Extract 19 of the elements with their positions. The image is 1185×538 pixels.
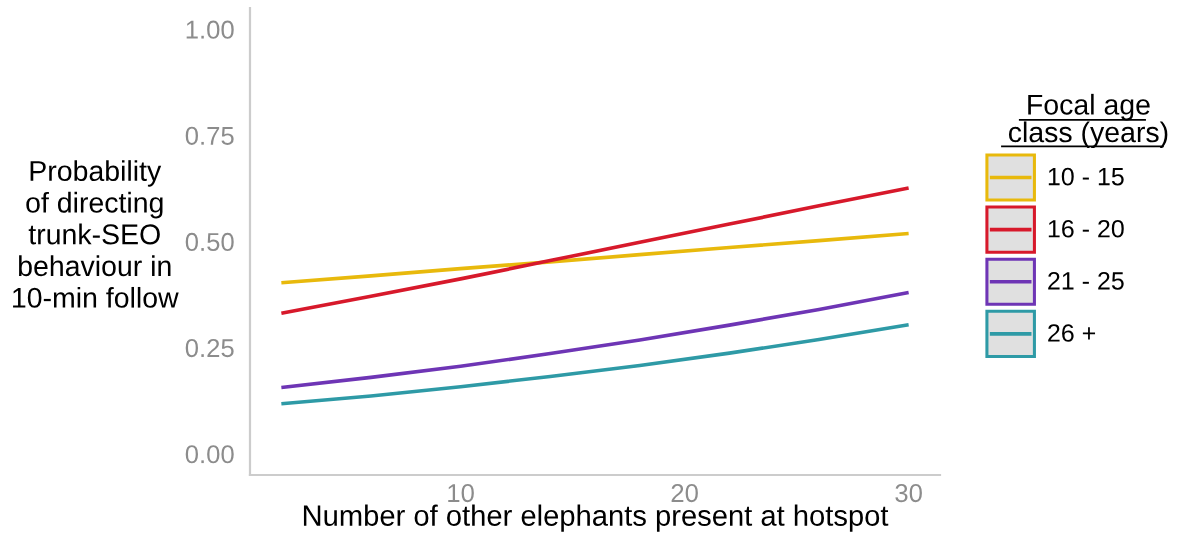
x-tick-label: 10 bbox=[448, 484, 474, 503]
line-series bbox=[279, 231, 911, 285]
legend-label: 10 - 15 bbox=[1048, 167, 1124, 186]
y-tick-label: 0.25 bbox=[185, 339, 234, 358]
line-series bbox=[279, 322, 911, 406]
line-series bbox=[279, 186, 911, 316]
x-axis-title: Number of other elephants present at hotspot bbox=[303, 504, 889, 532]
line-series bbox=[279, 290, 911, 390]
legend-label: 21 - 25 bbox=[1048, 272, 1124, 290]
legend-title: Focal age class (years) bbox=[1008, 93, 1168, 148]
y-tick-label: 0.75 bbox=[185, 126, 234, 145]
y-tick-label: 0.50 bbox=[185, 232, 234, 252]
y-axis-title: Probability of directing trunk-SEO behaviour in 10-min follow bbox=[13, 160, 179, 308]
legend-label: 26 + bbox=[1048, 324, 1096, 342]
x-tick-label: 30 bbox=[895, 484, 922, 503]
legend-label: 16 - 20 bbox=[1048, 219, 1124, 238]
y-tick-label: 1.00 bbox=[186, 20, 234, 39]
y-tick-label: 0.00 bbox=[185, 445, 234, 464]
x-tick-label: 20 bbox=[671, 484, 698, 503]
